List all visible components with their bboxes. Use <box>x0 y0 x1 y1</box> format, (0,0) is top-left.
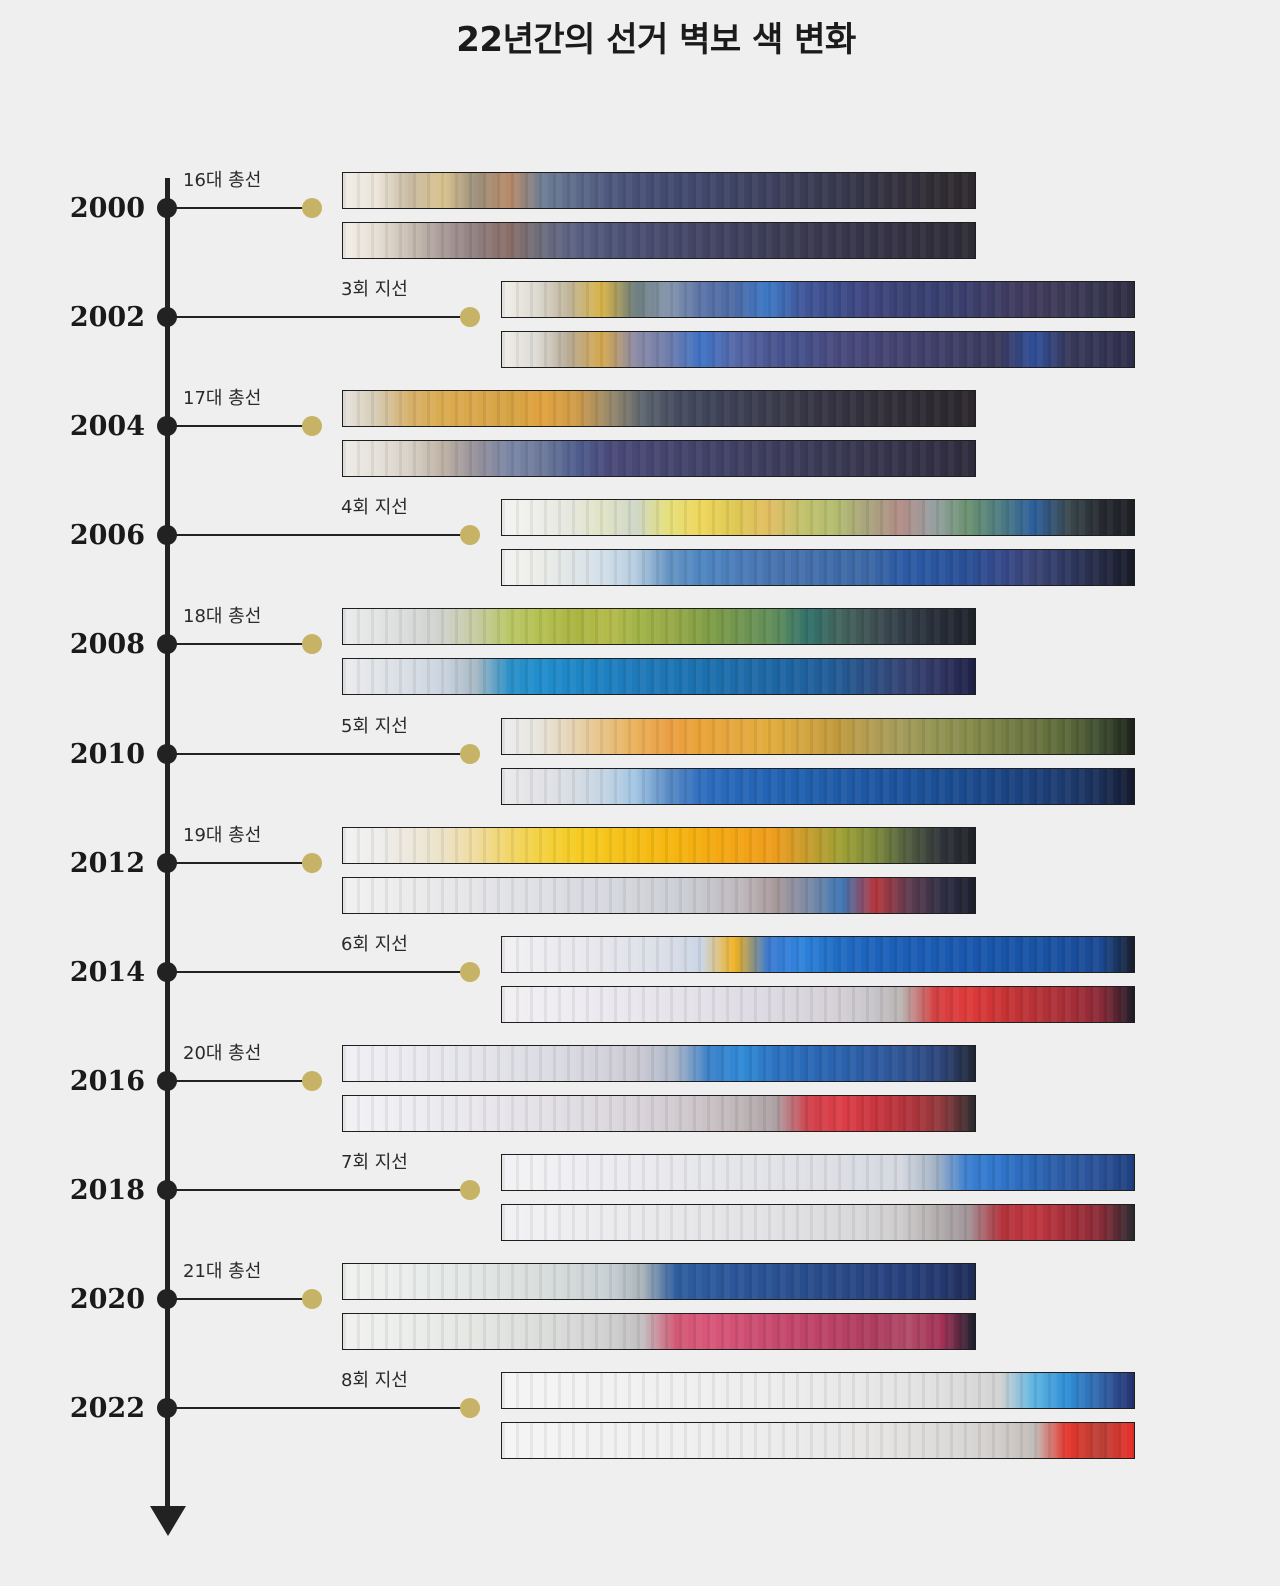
connector-line <box>170 534 470 536</box>
year-marker <box>157 853 177 873</box>
election-label: 7회 지선 <box>341 1152 408 1173</box>
color-strip <box>342 877 976 914</box>
color-strip <box>342 1313 976 1350</box>
election-label: 6회 지선 <box>341 934 408 955</box>
year-marker <box>157 1180 177 1200</box>
color-strip <box>342 440 976 477</box>
color-strip <box>342 1045 976 1082</box>
color-strip <box>501 499 1135 536</box>
election-marker <box>302 198 322 218</box>
year-marker <box>157 744 177 764</box>
year-label: 2022 <box>69 1393 145 1424</box>
color-strip <box>501 936 1135 973</box>
connector-line <box>170 316 470 318</box>
color-strip <box>501 768 1135 805</box>
page-title: 22년간의 선거 벽보 색 변화 <box>456 20 856 60</box>
year-marker <box>157 198 177 218</box>
connector-line <box>170 425 312 427</box>
election-marker <box>302 416 322 436</box>
color-strip <box>342 1095 976 1132</box>
election-marker <box>302 853 322 873</box>
year-marker <box>157 634 177 654</box>
color-strip <box>342 827 976 864</box>
election-label: 20대 총선 <box>183 1043 262 1064</box>
election-label: 5회 지선 <box>341 716 408 737</box>
year-marker <box>157 525 177 545</box>
election-label: 16대 총선 <box>183 170 262 191</box>
year-marker <box>157 307 177 327</box>
connector-line <box>170 643 312 645</box>
connector-line <box>170 862 312 864</box>
color-strip <box>342 172 976 209</box>
election-marker <box>302 1289 322 1309</box>
color-strip <box>501 549 1135 586</box>
color-strip <box>501 331 1135 368</box>
color-strip <box>342 608 976 645</box>
year-label: 2020 <box>69 1284 145 1315</box>
connector-line <box>170 207 312 209</box>
connector-line <box>170 1407 470 1409</box>
election-marker <box>460 1398 480 1418</box>
election-marker <box>460 525 480 545</box>
year-marker <box>157 1071 177 1091</box>
election-label: 4회 지선 <box>341 497 408 518</box>
year-label: 2004 <box>69 411 145 442</box>
election-label: 21대 총선 <box>183 1261 262 1282</box>
year-label: 2018 <box>69 1175 145 1206</box>
election-label: 3회 지선 <box>341 279 408 300</box>
year-label: 2012 <box>69 848 145 879</box>
year-label: 2010 <box>69 739 145 770</box>
year-label: 2016 <box>69 1066 145 1097</box>
election-label: 19대 총선 <box>183 825 262 846</box>
color-strip <box>342 658 976 695</box>
timeline-axis <box>165 178 170 1508</box>
election-marker <box>460 1180 480 1200</box>
election-marker <box>460 744 480 764</box>
color-strip <box>501 986 1135 1023</box>
year-label: 2000 <box>69 193 145 224</box>
election-marker <box>302 1071 322 1091</box>
election-label: 8회 지선 <box>341 1370 408 1391</box>
connector-line <box>170 753 470 755</box>
year-label: 2014 <box>69 957 145 988</box>
color-strip <box>501 281 1135 318</box>
color-strip <box>501 1372 1135 1409</box>
connector-line <box>170 1189 470 1191</box>
connector-line <box>170 1080 312 1082</box>
color-strip <box>342 390 976 427</box>
election-label: 18대 총선 <box>183 606 262 627</box>
color-strip <box>501 1422 1135 1459</box>
election-marker <box>460 307 480 327</box>
year-marker <box>157 1398 177 1418</box>
year-marker <box>157 416 177 436</box>
election-marker <box>302 634 322 654</box>
year-label: 2008 <box>69 629 145 660</box>
color-strip <box>501 1204 1135 1241</box>
connector-line <box>170 971 470 973</box>
color-strip <box>342 222 976 259</box>
year-marker <box>157 1289 177 1309</box>
year-label: 2002 <box>69 302 145 333</box>
election-label: 17대 총선 <box>183 388 262 409</box>
year-marker <box>157 962 177 982</box>
timeline-arrow-icon <box>150 1506 186 1536</box>
color-strip <box>501 718 1135 755</box>
connector-line <box>170 1298 312 1300</box>
year-label: 2006 <box>69 520 145 551</box>
color-strip <box>342 1263 976 1300</box>
election-marker <box>460 962 480 982</box>
color-strip <box>501 1154 1135 1191</box>
